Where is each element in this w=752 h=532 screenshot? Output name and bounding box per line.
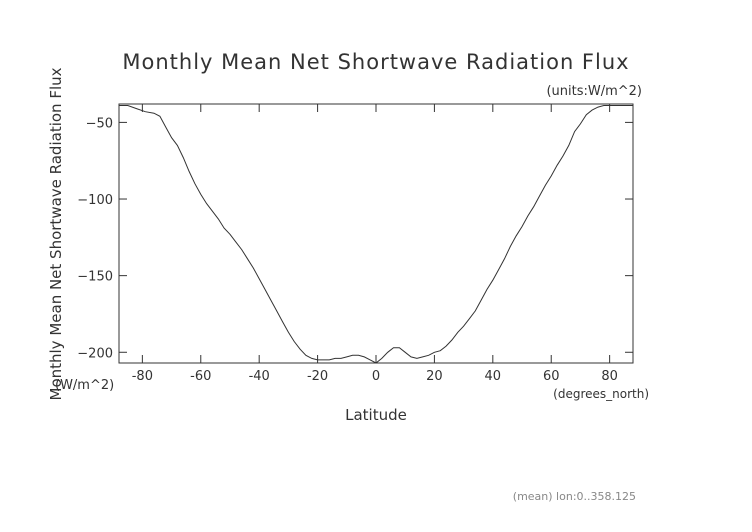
x-tick-label: -80 — [132, 369, 153, 384]
x-tick-label: -60 — [190, 369, 211, 384]
chart-title: Monthly Mean Net Shortwave Radiation Flu… — [122, 50, 629, 74]
x-axis-units: (degrees_north) — [553, 387, 649, 401]
y-tick-label: −200 — [77, 346, 113, 361]
y-axis-label: Monthly Mean Net Shortwave Radiation Flu… — [47, 67, 65, 400]
y-ticks: −50 −100 −150 −200 — [77, 116, 633, 361]
x-tick-label: 80 — [601, 369, 618, 384]
y-axis-units: (W/m^2) — [55, 378, 114, 393]
footnote: (mean) lon:0..358.125 — [513, 490, 636, 503]
x-tick-label: 20 — [426, 369, 443, 384]
y-tick-label: −150 — [77, 270, 113, 285]
series-line — [119, 105, 633, 364]
units-note: (units:W/m^2) — [546, 84, 642, 99]
x-axis-label: Latitude — [345, 406, 407, 424]
x-tick-label: 40 — [485, 369, 502, 384]
x-tick-label: -40 — [249, 369, 270, 384]
x-tick-label: 60 — [543, 369, 560, 384]
x-tick-label: 0 — [372, 369, 380, 384]
x-ticks: -80 -60 -40 -20 0 20 40 60 80 — [132, 104, 618, 384]
y-tick-label: −50 — [86, 116, 113, 131]
plot-frame — [118, 103, 634, 364]
y-tick-label: −100 — [77, 193, 113, 208]
x-tick-label: -20 — [307, 369, 328, 384]
